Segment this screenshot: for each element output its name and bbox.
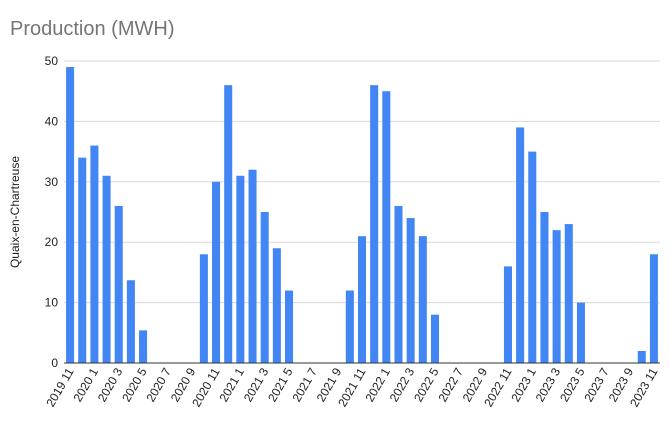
bar [394,205,403,363]
bar [503,266,512,363]
y-tick-label: 10 [45,296,59,310]
bar [576,302,585,363]
bar [126,280,135,363]
bar [649,254,658,363]
y-tick-labels: 0 10 20 30 40 50 [45,54,59,370]
bar [370,85,379,363]
bar [564,224,573,363]
bar [114,205,123,363]
chart-title: Production (MWH) [10,18,175,40]
bar [224,85,233,363]
y-tick-label: 0 [51,356,58,370]
bar [248,169,257,363]
y-tick-label: 40 [45,114,59,128]
bar [285,290,294,363]
bar [516,127,525,363]
bar [528,151,537,363]
bar [212,181,221,363]
bar [139,330,148,363]
bar [406,218,415,363]
bar [430,314,439,363]
x-tick-label: 2019 11 [43,365,77,409]
bar [236,175,245,363]
y-tick-label: 50 [45,54,59,68]
y-axis-label: Quaix-en-Chartreuse [8,156,22,268]
bar [199,254,208,363]
bar [90,145,99,363]
y-tick-label: 20 [45,235,59,249]
bar [272,248,281,363]
bar [66,67,75,363]
bar [540,212,549,363]
y-tick-label: 30 [45,175,59,189]
bar [552,230,561,363]
bar [345,290,354,363]
bar [260,212,269,363]
bar [382,91,391,363]
bar [102,175,111,363]
bar [78,157,87,363]
bar [637,350,646,363]
bar [418,236,427,363]
bar [357,236,367,363]
bars [66,67,658,363]
